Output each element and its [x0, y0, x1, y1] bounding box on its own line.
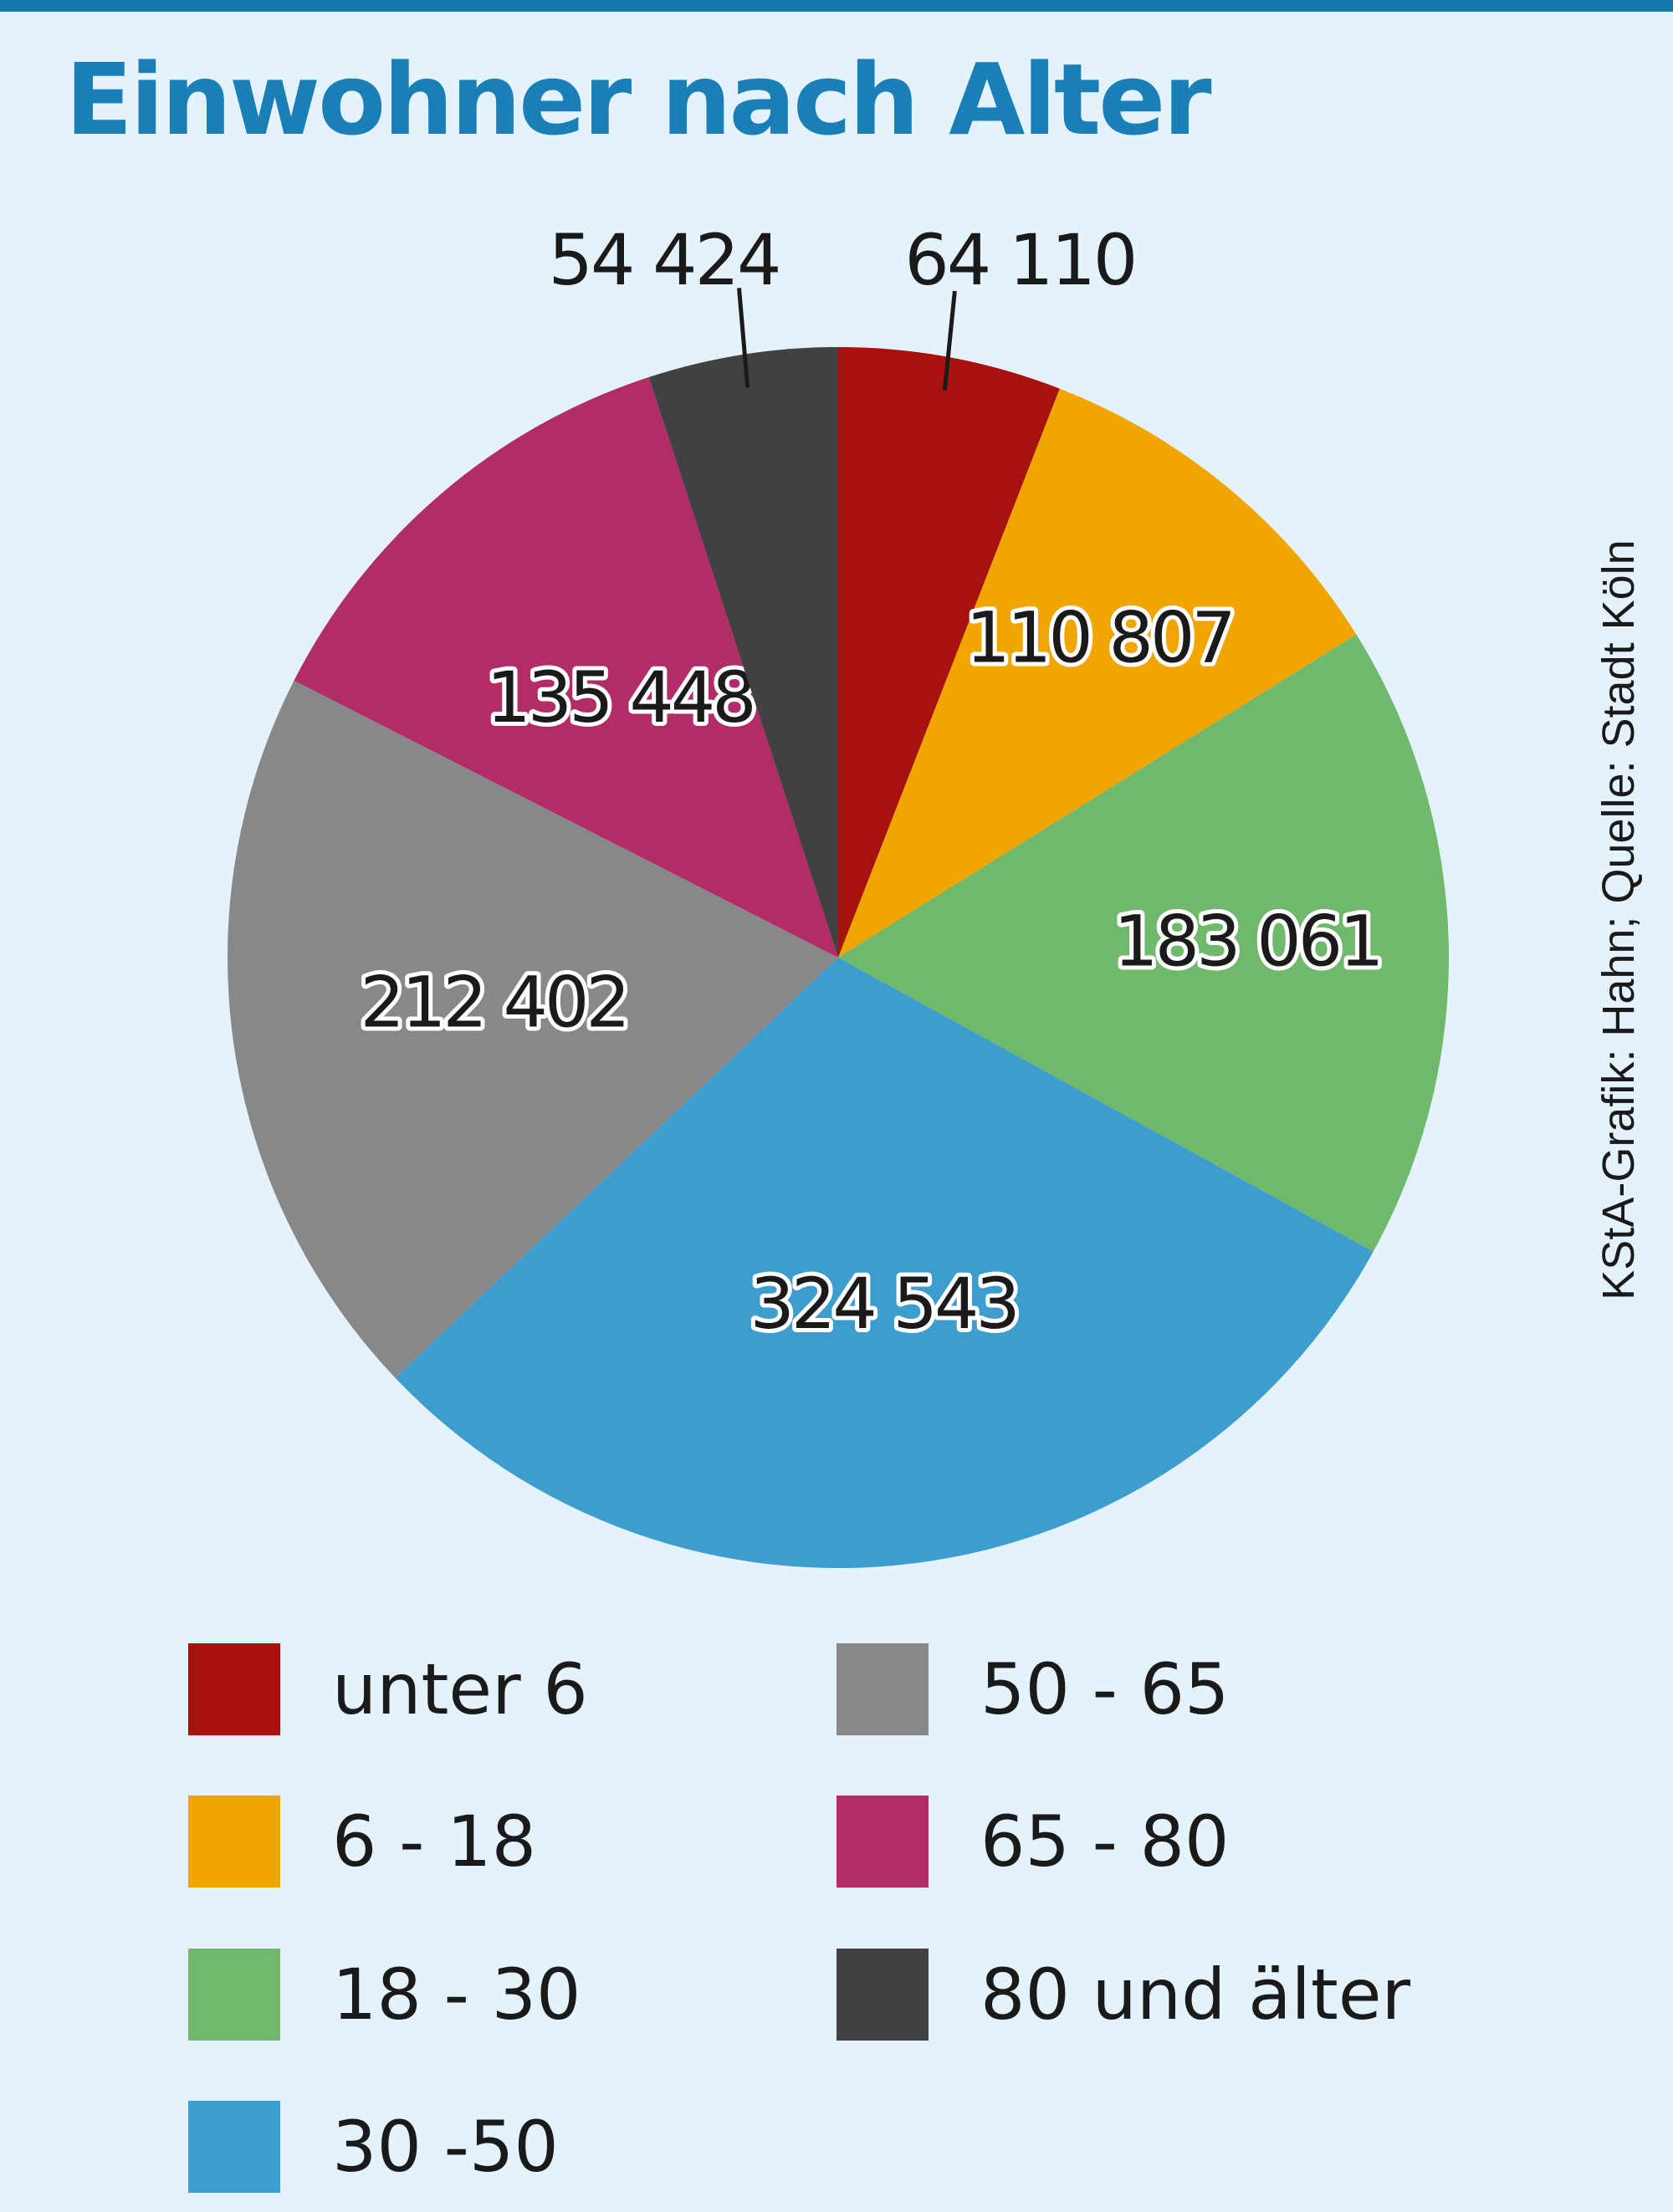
leader-line — [737, 288, 750, 388]
slice-value-label: 54 424 — [549, 219, 780, 301]
slice-value-label: 135 448 — [486, 656, 753, 738]
legend-swatch — [188, 1796, 280, 1888]
pie-slice-6-18 — [838, 388, 1357, 958]
slice-value-label: 110 807 — [965, 596, 1232, 678]
pie-slice-18-30 — [838, 634, 1449, 1252]
slice-value-label: 212 402 — [361, 962, 627, 1044]
slice-value-label: 64 110 — [904, 219, 1135, 301]
pie-slice-80-und-aelter — [648, 347, 838, 958]
top-rule — [0, 0, 1673, 12]
legend-swatch — [188, 2101, 280, 2193]
legend-label: 50 - 65 — [980, 1648, 1230, 1730]
slice-value-label: 324 543 — [750, 1263, 1016, 1345]
legend-swatch — [836, 1949, 929, 2041]
pie-slice-unter-6 — [838, 347, 1060, 958]
slice-value-label: 183 061 — [1113, 900, 1380, 982]
legend-label: 80 und älter — [980, 1954, 1411, 2036]
legend-label: 30 -50 — [332, 2106, 559, 2188]
pie-slice-50-65 — [227, 680, 838, 1378]
chart-title: Einwohner nach Alter — [65, 42, 1212, 157]
legend-label: 65 - 80 — [980, 1801, 1230, 1882]
legend-swatch — [836, 1643, 929, 1735]
pie-slice-65-80 — [294, 376, 838, 958]
source-credit: KStA-Grafik: Hahn; Quelle: Stadt Köln — [1594, 539, 1644, 1300]
legend-label: 6 - 18 — [332, 1801, 537, 1882]
leader-line — [942, 290, 957, 391]
legend-swatch — [188, 1949, 280, 2041]
legend-swatch — [836, 1796, 929, 1888]
pie-slice-30-50 — [395, 958, 1374, 1568]
legend-label: unter 6 — [332, 1648, 588, 1730]
legend-swatch — [188, 1643, 280, 1735]
legend-label: 18 - 30 — [332, 1954, 581, 2036]
